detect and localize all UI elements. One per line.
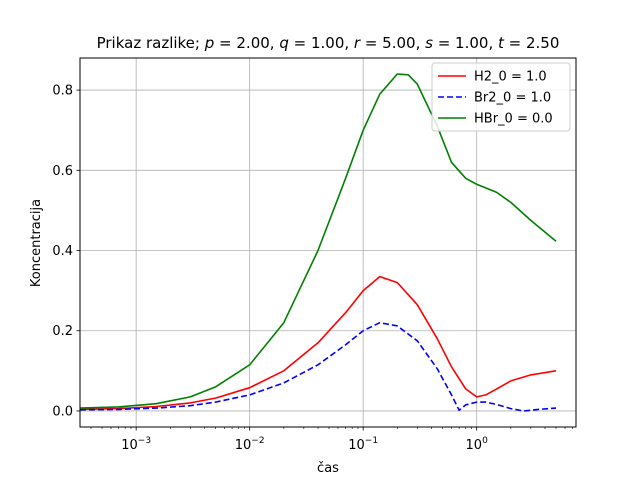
y-axis: 0.0 0.2 0.4 0.6 0.8 bbox=[52, 84, 80, 419]
y-axis-label: Koncentracija bbox=[29, 199, 44, 287]
x-tick-label: 10−3 bbox=[121, 436, 151, 453]
chart-title: Prikaz razlike; p = 2.00, q = 1.00, r = … bbox=[97, 34, 560, 52]
x-tick-label: 100 bbox=[466, 436, 489, 453]
x-tick-label: 10−2 bbox=[235, 436, 265, 453]
series-layer bbox=[79, 73, 557, 412]
series-line bbox=[79, 73, 557, 409]
legend: H2_0 = 1.0 Br2_0 = 1.0 HBr_0 = 0.0 bbox=[431, 62, 571, 132]
y-tick-label: 0.4 bbox=[52, 244, 73, 259]
series-line bbox=[79, 275, 557, 411]
x-axis: 10−3 10−2 10−1 100 bbox=[90, 427, 573, 453]
series-line bbox=[79, 321, 557, 412]
legend-label: H2_0 = 1.0 bbox=[474, 70, 547, 85]
y-tick-label: 0.6 bbox=[52, 164, 73, 179]
x-axis-label: čas bbox=[317, 461, 339, 476]
y-tick-label: 0.0 bbox=[52, 404, 73, 419]
legend-label: HBr_0 = 0.0 bbox=[474, 112, 553, 127]
y-tick-label: 0.8 bbox=[52, 84, 73, 99]
legend-box bbox=[431, 62, 571, 132]
y-tick-label: 0.2 bbox=[52, 324, 73, 339]
plot-frame bbox=[79, 57, 577, 428]
legend-label: Br2_0 = 1.0 bbox=[474, 91, 551, 106]
x-tick-label: 10−1 bbox=[348, 436, 378, 453]
